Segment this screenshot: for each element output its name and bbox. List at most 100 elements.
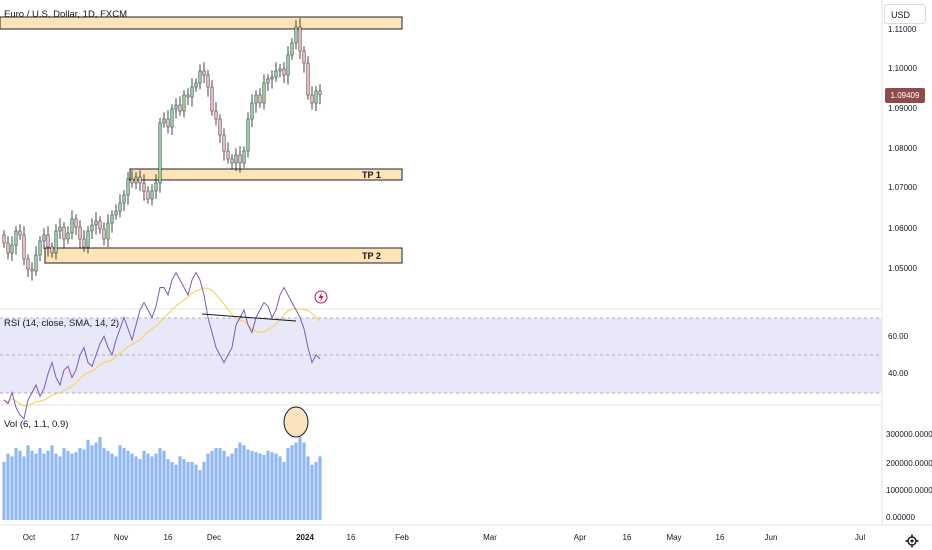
volume-bar bbox=[166, 459, 170, 520]
time-axis-label: 16 bbox=[164, 533, 173, 542]
candle-body bbox=[286, 54, 290, 76]
candle-body bbox=[114, 210, 118, 216]
volume-bar bbox=[194, 464, 198, 520]
volume-bar bbox=[274, 453, 278, 520]
volume-indicator-label[interactable]: Vol (6, 1.1, 0.9) bbox=[4, 419, 69, 430]
candle-body bbox=[310, 94, 314, 104]
candle-body bbox=[10, 244, 14, 254]
candle-body bbox=[266, 78, 270, 84]
volume-bar bbox=[34, 453, 38, 520]
volume-bar bbox=[54, 453, 58, 520]
candle-body bbox=[78, 226, 82, 240]
currency-button[interactable]: USD bbox=[884, 4, 926, 24]
volume-bar bbox=[162, 450, 166, 520]
candle-body bbox=[122, 194, 126, 204]
volume-bar bbox=[290, 445, 294, 520]
volume-bar bbox=[262, 454, 266, 520]
tp2-zone[interactable] bbox=[44, 247, 403, 264]
time-axis-label: Dec bbox=[207, 533, 221, 542]
time-axis-label: 16 bbox=[347, 533, 356, 542]
rsi-divergence-line[interactable] bbox=[201, 313, 297, 322]
last-price-tag: 1.09409 bbox=[885, 88, 925, 103]
volume-bar bbox=[170, 461, 174, 520]
volume-scale[interactable]: 300000.00000 200000.00000 100000.00000 0.00… bbox=[886, 430, 932, 522]
rsi-scale[interactable]: 60.00 40.00 bbox=[888, 332, 909, 378]
price-scale-label: 1.06000 bbox=[888, 224, 917, 233]
time-axis-label: 17 bbox=[71, 533, 80, 542]
candle-body bbox=[66, 232, 70, 240]
volume-bar bbox=[286, 448, 290, 520]
volume-bar bbox=[58, 456, 62, 520]
gear-icon[interactable] bbox=[905, 534, 919, 548]
volume-bar bbox=[154, 453, 158, 520]
volume-bar bbox=[30, 450, 34, 520]
candle-body bbox=[290, 42, 294, 56]
time-axis-label: Oct bbox=[23, 533, 36, 542]
time-axis[interactable]: Oct 17 Nov 16 Dec 2024 16 Feb Mar Apr 16 May 16 Jun Ju… bbox=[23, 533, 866, 542]
candle-body bbox=[238, 154, 242, 164]
volume-bar bbox=[306, 456, 310, 520]
volume-bar bbox=[98, 437, 102, 520]
rsi-indicator-label[interactable]: RSI (14, close, SMA, 14, 2) bbox=[4, 318, 120, 329]
candle-body bbox=[94, 220, 98, 226]
candle-body bbox=[218, 118, 222, 136]
volume-bar bbox=[238, 442, 242, 520]
lightning-circle-icon[interactable] bbox=[314, 290, 328, 304]
candle-body bbox=[90, 224, 94, 232]
resistance-zone[interactable] bbox=[0, 16, 403, 30]
price-scale-label: 1.07000 bbox=[888, 183, 917, 192]
candle-body bbox=[102, 228, 106, 240]
candle-body bbox=[278, 68, 282, 72]
time-axis-label: May bbox=[666, 533, 681, 542]
volume-bar bbox=[2, 461, 6, 520]
candle-body bbox=[314, 90, 318, 104]
candle-body bbox=[18, 230, 22, 236]
volume-bar bbox=[22, 456, 26, 520]
candle-body bbox=[274, 70, 278, 78]
candle-body bbox=[230, 158, 234, 164]
rsi-band bbox=[0, 318, 882, 393]
candle-body bbox=[110, 214, 114, 224]
candle-body bbox=[258, 94, 262, 104]
candle-body bbox=[250, 102, 254, 120]
volume-bar bbox=[242, 445, 246, 520]
volume-bar bbox=[114, 456, 118, 520]
volume-bar bbox=[126, 450, 130, 520]
volume-bar bbox=[318, 456, 322, 520]
volume-bar bbox=[302, 442, 306, 520]
candle-body bbox=[234, 154, 238, 164]
volume-bar bbox=[298, 437, 302, 520]
volume-bar bbox=[14, 448, 18, 520]
candle-body bbox=[130, 178, 134, 184]
candle-body bbox=[30, 268, 34, 272]
candle-body bbox=[174, 104, 178, 110]
volume-bar bbox=[106, 450, 110, 520]
volume-bar bbox=[278, 456, 282, 520]
volume-highlight-circle[interactable] bbox=[283, 406, 309, 438]
candle-body bbox=[22, 234, 26, 260]
volume-bar bbox=[246, 449, 250, 520]
candle-body bbox=[26, 258, 30, 270]
candle-body bbox=[318, 90, 322, 95]
candle-body bbox=[82, 238, 86, 248]
tp1-zone[interactable] bbox=[129, 168, 403, 181]
time-axis-label: Nov bbox=[114, 533, 128, 542]
rsi-line bbox=[3, 271, 321, 420]
volume-bar bbox=[158, 448, 162, 520]
volume-bar bbox=[118, 445, 122, 520]
volume-bar bbox=[210, 450, 214, 520]
time-axis-label: Apr bbox=[574, 533, 587, 542]
volume-bar bbox=[214, 448, 218, 520]
volume-scale-label: 0.00000 bbox=[886, 513, 915, 522]
volume-bar bbox=[62, 448, 66, 520]
volume-bar bbox=[314, 461, 318, 520]
candle-body bbox=[242, 150, 246, 164]
volume-bar bbox=[90, 445, 94, 520]
rsi-scale-label: 40.00 bbox=[888, 369, 909, 378]
price-scale[interactable]: 1.11000 1.10000 1.09000 1.08000 1.07000 1.060… bbox=[888, 25, 917, 273]
candle-body bbox=[118, 202, 122, 212]
rsi-series bbox=[3, 271, 321, 420]
symbol-title[interactable]: Euro / U.S. Dollar, 1D, FXCM bbox=[4, 9, 128, 20]
